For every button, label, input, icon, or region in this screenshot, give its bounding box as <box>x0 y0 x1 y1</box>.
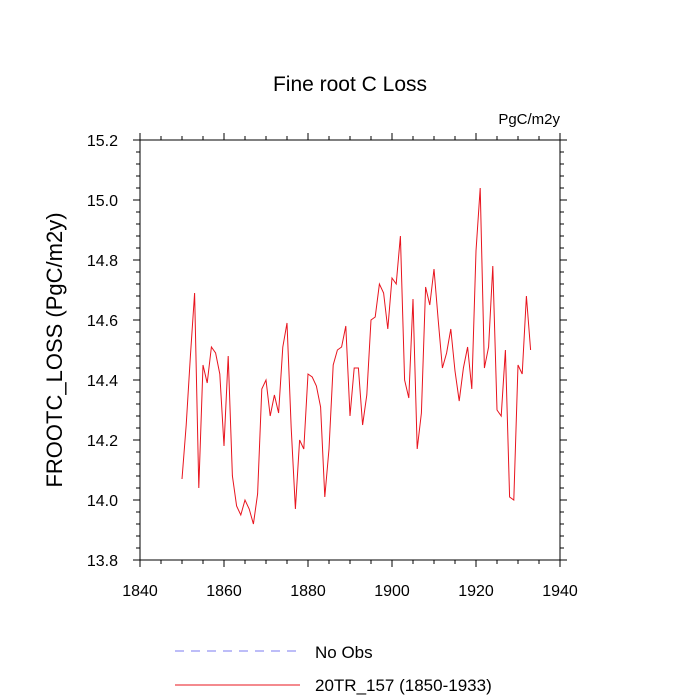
x-tick-label: 1880 <box>290 583 326 600</box>
y-tick-label: 14.8 <box>87 253 118 270</box>
y-tick-label: 15.0 <box>87 193 118 210</box>
x-tick-label: 1900 <box>374 583 410 600</box>
y-tick-label: 14.2 <box>87 433 118 450</box>
legend-label-series: 20TR_157 (1850-1933) <box>315 676 492 695</box>
y-tick-label: 14.4 <box>87 373 118 390</box>
y-axis-label: FROOTC_LOSS (PgC/m2y) <box>42 212 67 487</box>
tick-labels: 1840 1860 1880 1900 1920 1940 13.8 14.0 14.2 14.4… <box>87 133 578 600</box>
legend-label-no-obs: No Obs <box>315 643 373 662</box>
series-line <box>181 187 532 525</box>
axis-ticks <box>133 133 567 567</box>
x-tick-label: 1840 <box>122 583 158 600</box>
units-label: PgC/m2y <box>498 111 560 128</box>
y-tick-label: 14.6 <box>87 313 118 330</box>
y-tick-label: 14.0 <box>87 493 118 510</box>
y-tick-label: 13.8 <box>87 553 118 570</box>
x-tick-label: 1860 <box>206 583 242 600</box>
chart-title: Fine root C Loss <box>273 73 427 96</box>
plot-frame <box>139 139 561 561</box>
x-tick-label: 1940 <box>542 583 578 600</box>
x-tick-label: 1920 <box>458 583 494 600</box>
y-tick-label: 15.2 <box>87 133 118 150</box>
